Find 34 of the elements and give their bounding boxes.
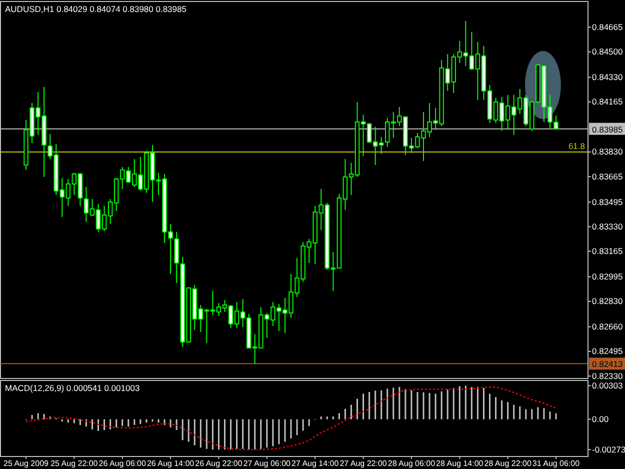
ref-line-label: 0.82413 <box>592 359 623 370</box>
y-tick-label: 0.83830 <box>592 146 623 157</box>
y-tick-label: 0.00 <box>592 414 609 424</box>
y-tick-label: 0.00303 <box>592 380 623 390</box>
x-tick-label: 26 Aug 14:00 <box>146 459 195 468</box>
chart-title: MACD(12,26,9) 0.000541 0.001003 <box>5 383 140 393</box>
y-tick-label: 0.82830 <box>592 296 623 306</box>
x-tick-label: 27 Aug 22:00 <box>340 459 388 468</box>
x-tick-label: 31 Aug 06:00 <box>532 459 580 468</box>
chart-title: AUDUSD,H1 0.84029 0.84074 0.83980 0.83985 <box>5 4 187 14</box>
y-tick-label: 0.84500 <box>592 46 623 57</box>
annotation: 61.8 <box>568 140 586 151</box>
x-tick-label: 26 Aug 06:00 <box>98 459 146 468</box>
y-tick-label: 0.83665 <box>592 171 623 182</box>
y-tick-label: 0.82495 <box>592 346 623 356</box>
y-tick-label: 0.84330 <box>592 72 623 82</box>
x-tick-label: 27 Aug 06:00 <box>243 459 292 468</box>
x-tick-label: 28 Aug 06:00 <box>388 459 436 468</box>
x-tick-label: 25 Aug 22:00 <box>50 459 98 468</box>
x-tick-label: 26 Aug 22:00 <box>195 459 243 468</box>
y-tick-label: 0.82660 <box>592 321 623 332</box>
x-tick-label: 28 Aug 14:00 <box>436 459 484 468</box>
ref-line-label: 0.83985 <box>592 124 623 134</box>
y-tick-label: 0.83165 <box>592 246 623 256</box>
y-tick-label: 0.83495 <box>592 196 623 207</box>
y-tick-label: 0.82995 <box>592 271 623 282</box>
y-tick-label: 0.82330 <box>592 370 623 381</box>
y-tick-label: 0.84665 <box>592 22 623 32</box>
x-tick-label: 25 Aug 2009 <box>4 459 50 468</box>
y-tick-label: 0.84165 <box>592 96 623 107</box>
x-tick-label: 27 Aug 14:00 <box>292 459 340 468</box>
y-tick-label: 0.83330 <box>592 221 623 232</box>
x-tick-label: 28 Aug 22:00 <box>484 459 532 468</box>
y-tick-label: -0.00273 <box>592 444 625 454</box>
